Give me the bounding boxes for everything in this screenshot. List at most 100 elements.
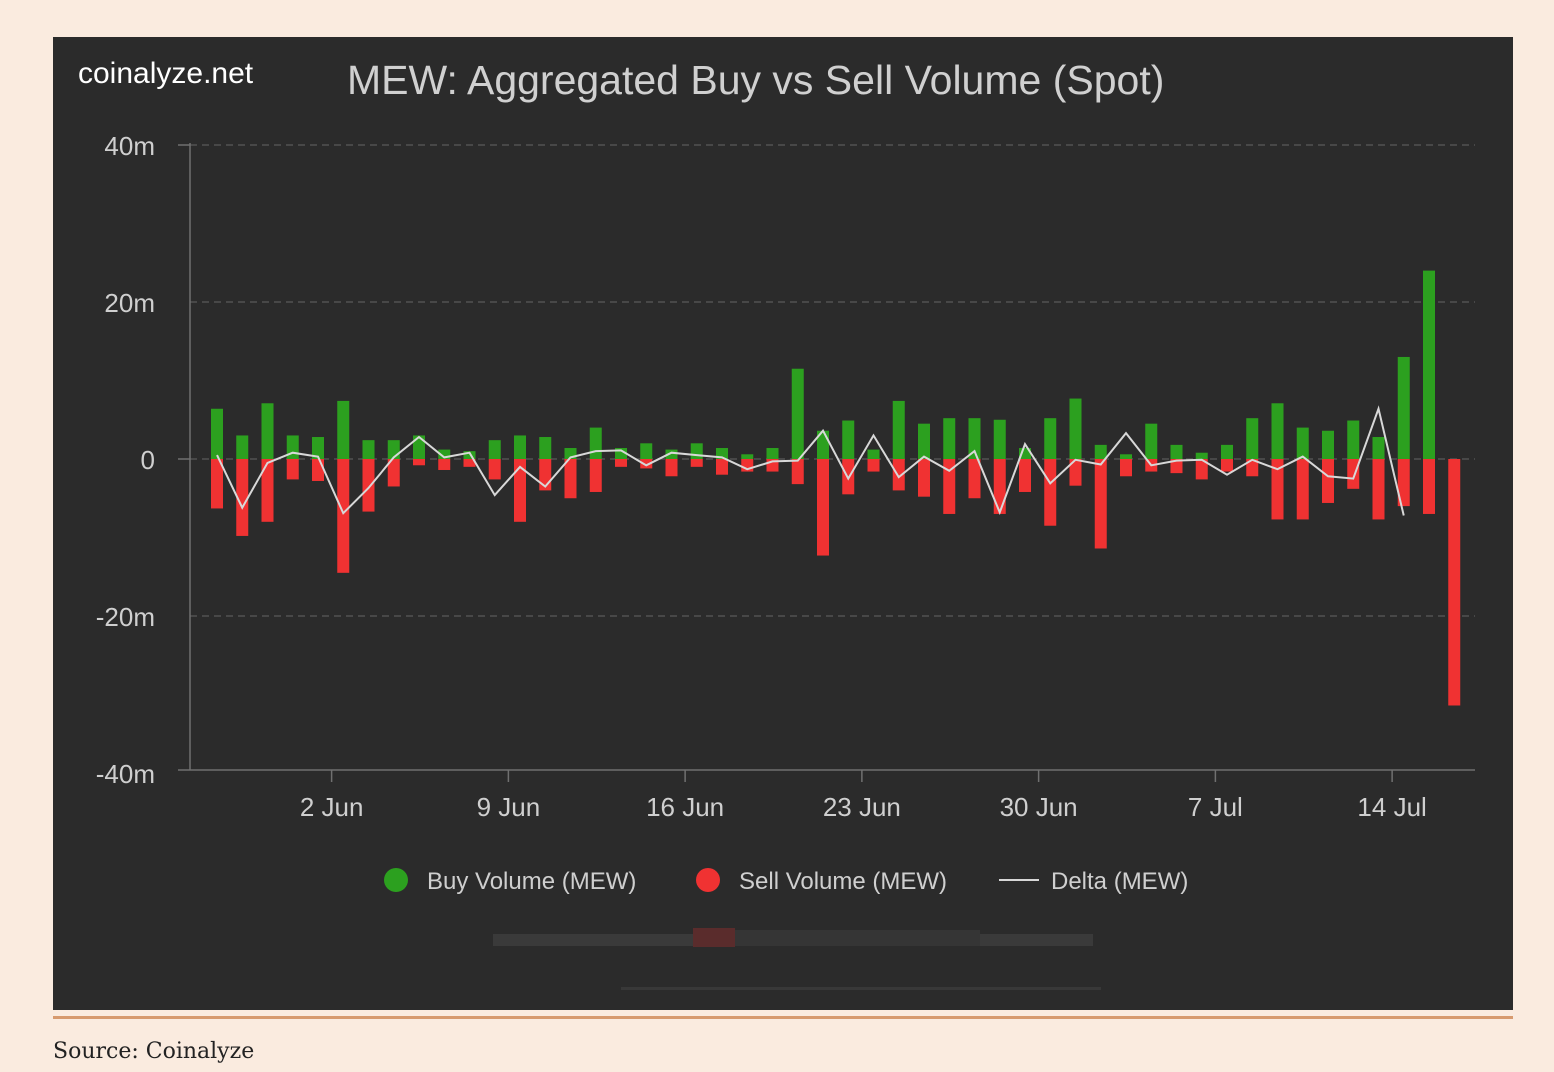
buy-bar xyxy=(1019,448,1031,459)
sell-bar xyxy=(488,459,501,480)
sell-bar xyxy=(362,459,375,512)
y-tick-label: -40m xyxy=(96,759,155,789)
buy-bar xyxy=(615,448,627,459)
navigator-handle xyxy=(693,928,735,947)
x-tick-label: 16 Jun xyxy=(646,792,724,822)
buy-bar xyxy=(211,408,223,459)
y-tick-label: 40m xyxy=(104,131,155,161)
navigator-baseline xyxy=(621,987,1101,990)
buy-bar xyxy=(1120,454,1132,459)
sell-bar xyxy=(1322,459,1334,503)
sell-bar xyxy=(312,459,324,481)
buy-bar xyxy=(1044,418,1057,459)
buy-bar xyxy=(1423,270,1435,459)
buy-bar xyxy=(716,448,728,459)
buy-bar xyxy=(438,449,451,459)
legend-buy-label: Buy Volume (MEW) xyxy=(427,868,636,895)
brand-logo-text: coinalyze.net xyxy=(78,57,254,90)
buy-bar xyxy=(1347,420,1360,459)
buy-bar xyxy=(1195,452,1208,459)
buy-bar xyxy=(892,400,905,459)
buy-bar xyxy=(312,437,324,459)
buy-bar xyxy=(1094,444,1107,459)
sell-bar xyxy=(1019,459,1031,492)
sell-bar xyxy=(1170,459,1183,474)
buy-bar xyxy=(741,454,754,459)
sell-bar xyxy=(993,459,1006,514)
sell-bar xyxy=(1195,459,1208,480)
sell-bar xyxy=(1448,459,1461,706)
buy-bar xyxy=(413,435,425,459)
sell-bar xyxy=(690,459,703,467)
buy-bar xyxy=(943,418,956,459)
divider xyxy=(53,1016,1513,1019)
x-tick-label: 14 Jul xyxy=(1357,792,1426,822)
chart-plot: 40m 20m 0 -20m -40m 2 Jun 9 Jun 16 Jun 23 Jun 30 … xyxy=(96,131,1475,990)
sell-bar xyxy=(968,459,981,499)
sell-bar xyxy=(817,459,829,556)
source-caption: Source: Coinalyze xyxy=(53,1039,255,1064)
buy-bar xyxy=(1170,444,1183,459)
y-tick-label: -20m xyxy=(96,602,155,632)
buy-bar xyxy=(766,448,779,459)
sell-bar xyxy=(1120,459,1132,477)
x-tick-label: 30 Jun xyxy=(1000,792,1078,822)
chart-panel: coinalyze.net MEW: Aggregated Buy vs Sel… xyxy=(53,37,1513,1010)
y-tick-label: 0 xyxy=(141,445,155,475)
legend-sell-label: Sell Volume (MEW) xyxy=(739,868,947,895)
sell-bar xyxy=(236,459,249,536)
sell-bar xyxy=(791,459,804,485)
legend-buy-marker xyxy=(384,868,408,892)
sell-bar xyxy=(665,459,678,477)
buy-bar xyxy=(463,451,476,459)
buy-bar xyxy=(1397,356,1410,459)
sell-bar xyxy=(716,459,728,475)
sell-bar xyxy=(438,459,451,470)
buy-bar xyxy=(640,443,653,459)
sell-bar xyxy=(261,459,274,522)
sell-bar xyxy=(1397,459,1410,507)
buy-bar xyxy=(261,403,274,459)
sell-bar xyxy=(413,459,425,466)
sell-bar xyxy=(337,459,350,573)
sell-bar xyxy=(1044,459,1057,526)
buy-bar xyxy=(488,440,501,459)
buy-bar xyxy=(589,427,602,459)
sell-bar xyxy=(867,459,880,472)
sell-bar xyxy=(1221,459,1233,472)
sell-bar xyxy=(615,459,627,467)
buy-bar xyxy=(1145,423,1158,459)
buy-bar xyxy=(993,419,1006,459)
sell-bar xyxy=(589,459,602,492)
sell-bar xyxy=(564,459,577,499)
sell-bar xyxy=(1246,459,1259,477)
buy-bar xyxy=(1296,427,1309,459)
buy-bar xyxy=(1271,403,1284,459)
buy-bar xyxy=(362,440,375,459)
sell-bar xyxy=(943,459,956,514)
sell-bar xyxy=(1094,459,1107,549)
sell-bar xyxy=(1296,459,1309,520)
buy-bar xyxy=(564,448,577,459)
buy-bar xyxy=(1322,430,1334,459)
legend-sell-marker xyxy=(696,868,720,892)
sell-bar xyxy=(1372,459,1385,520)
buy-bar xyxy=(1246,418,1259,459)
sell-bar xyxy=(1347,459,1360,489)
buy-bar xyxy=(968,418,981,459)
x-tick-label: 7 Jul xyxy=(1188,792,1243,822)
buy-bar xyxy=(1372,437,1385,459)
sell-bar xyxy=(1069,459,1082,486)
buy-bar xyxy=(1221,444,1233,459)
buy-bar xyxy=(842,420,855,459)
y-tick-label: 20m xyxy=(104,288,155,318)
sell-bar xyxy=(1271,459,1284,520)
buy-bar xyxy=(539,437,552,459)
sell-bar xyxy=(211,459,223,509)
sell-bar xyxy=(463,459,476,467)
delta-line xyxy=(216,405,1405,516)
sell-bar xyxy=(640,459,653,469)
buy-bar xyxy=(236,435,249,459)
buy-bar xyxy=(867,449,880,459)
sell-bar xyxy=(286,459,299,480)
